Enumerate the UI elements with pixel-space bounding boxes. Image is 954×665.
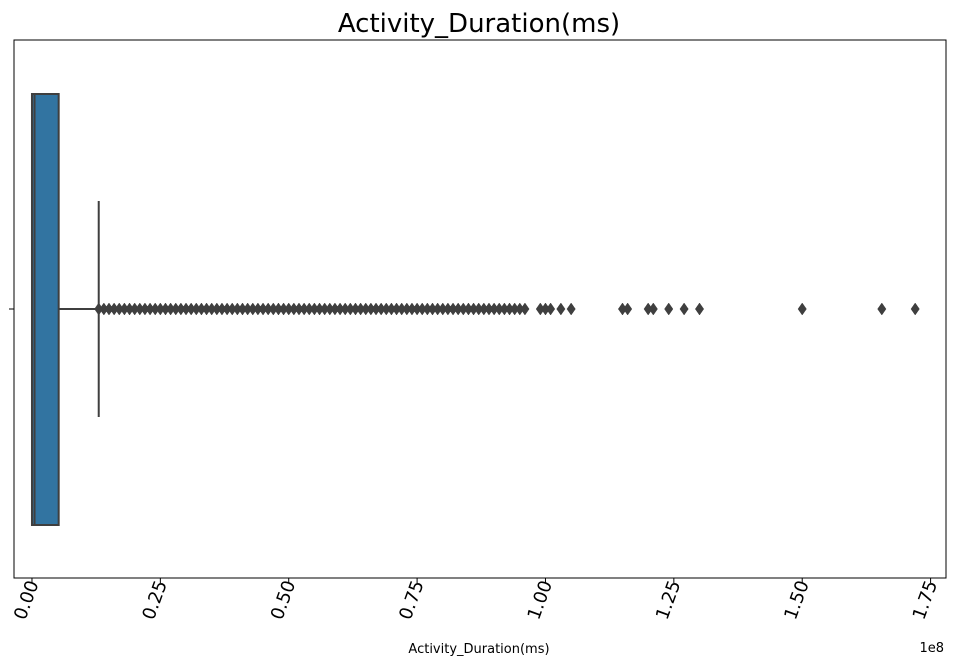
outlier-point [664, 302, 674, 316]
iqr-box [30, 93, 60, 526]
outlier-point [695, 302, 705, 316]
x-offset-label: 1e8 [919, 641, 944, 656]
x-tick-label: 0.50 [267, 578, 300, 623]
outlier-point [877, 302, 887, 316]
chart-title: Activity_Duration(ms) [338, 9, 620, 39]
x-tick-label: 1.75 [909, 578, 942, 623]
outlier-point [910, 302, 920, 316]
box-group [30, 93, 60, 526]
x-tick-label: 1.50 [780, 578, 813, 623]
x-tick-label: 0.00 [10, 578, 43, 623]
outlier-point [556, 302, 566, 316]
x-ticks: 0.00 0.25 0.50 0.75 1.00 1.25 1.50 1.75 [10, 578, 942, 623]
x-tick-label: 1.00 [524, 578, 557, 623]
outlier-point [546, 302, 556, 316]
x-tick-label: 1.25 [652, 578, 685, 623]
outlier-point [566, 302, 576, 316]
outlier-point [520, 302, 530, 316]
x-tick-label: 0.25 [138, 578, 171, 623]
outliers [94, 302, 920, 316]
outlier-point [648, 302, 658, 316]
x-tick-label: 0.75 [395, 578, 428, 623]
outlier-point [797, 302, 807, 316]
x-axis-label: Activity_Duration(ms) [408, 642, 549, 657]
outlier-point [679, 302, 689, 316]
outlier-point [623, 302, 633, 316]
